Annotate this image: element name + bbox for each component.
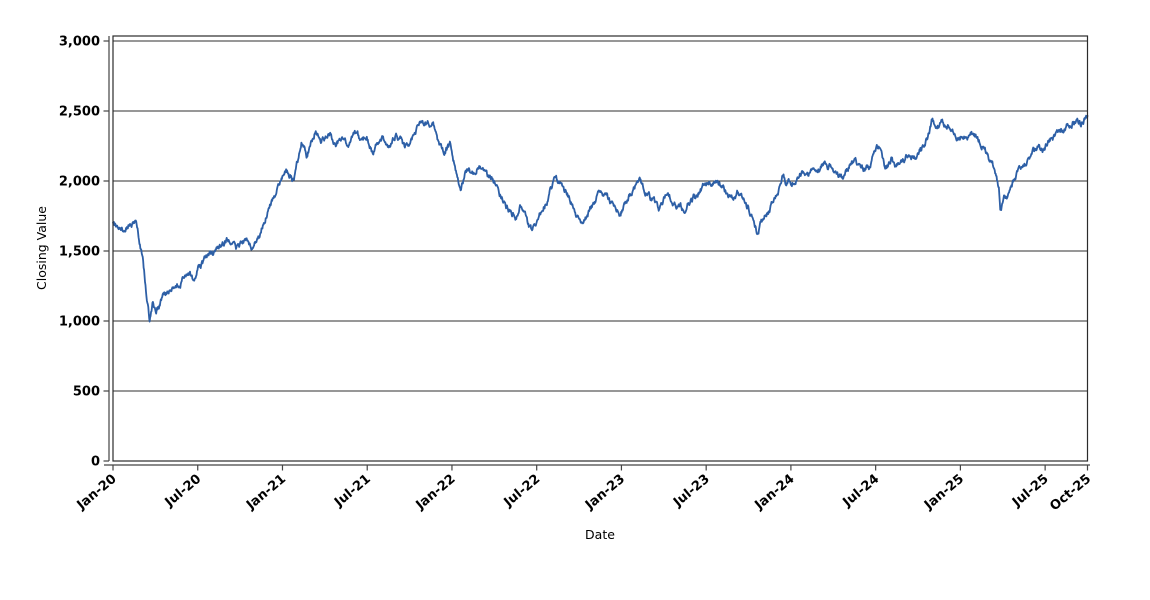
plot-border xyxy=(112,35,1089,462)
x-tick-label: Jul-21 xyxy=(331,472,374,511)
x-tick-label: Oct-25 xyxy=(1047,472,1094,515)
tick-marks xyxy=(103,40,1089,471)
plot-area xyxy=(113,36,1088,461)
x-tick-label: Jul-24 xyxy=(840,472,883,511)
x-tick-label: Jan-22 xyxy=(413,472,459,514)
x-tick-label: Jul-23 xyxy=(670,472,713,511)
x-tick-label: Jul-22 xyxy=(501,472,544,511)
series-group xyxy=(112,114,1089,323)
x-tick-label: Jul-25 xyxy=(1009,472,1052,511)
x-axis-title: Date xyxy=(585,527,615,542)
x-tick-label: Jul-20 xyxy=(162,472,205,511)
x-tick-label: Jan-23 xyxy=(582,472,628,514)
y-tick-label: 1,500 xyxy=(59,245,100,260)
x-tick-label: Jan-24 xyxy=(752,472,798,514)
x-tick-label: Jan-20 xyxy=(74,472,120,514)
x-tick-label: Jan-21 xyxy=(243,472,289,514)
gridlines xyxy=(113,40,1088,392)
y-tick-label: 0 xyxy=(91,455,100,470)
y-axis-title: Closing Value xyxy=(34,206,49,290)
y-tick-label: 1,000 xyxy=(59,315,100,330)
y-tick-label: 500 xyxy=(73,385,100,400)
y-tick-label: 2,500 xyxy=(59,105,100,120)
series-line-closing-value xyxy=(112,114,1089,323)
y-tick-label: 2,000 xyxy=(59,175,100,190)
x-tick-label: Jan-25 xyxy=(921,472,967,514)
axes xyxy=(104,36,1090,466)
y-tick-label: 3,000 xyxy=(59,35,100,50)
